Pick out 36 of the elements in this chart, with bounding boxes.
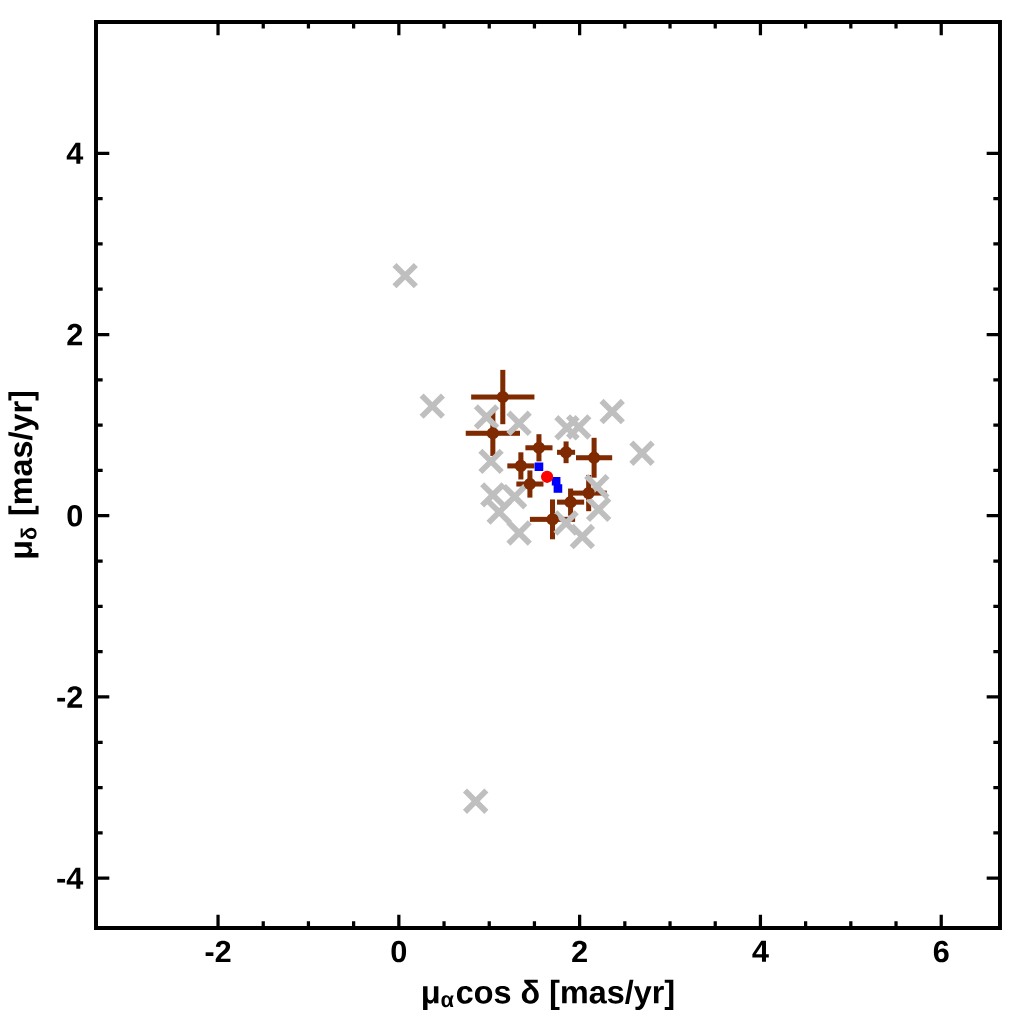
point (485, 498, 513, 526)
point (546, 513, 559, 526)
x-tick-label: 6 (933, 940, 949, 963)
point (462, 787, 490, 815)
point (486, 427, 499, 440)
point (505, 519, 533, 547)
point (534, 462, 544, 472)
point (505, 409, 533, 437)
y-tick-label: 2 (67, 323, 83, 346)
point (628, 439, 656, 467)
x-tick-label: -2 (205, 940, 231, 963)
point (496, 390, 509, 404)
x-tick-label: 0 (391, 940, 407, 963)
point (568, 523, 596, 551)
point (564, 496, 577, 509)
point (532, 441, 546, 454)
point (477, 447, 505, 475)
point (514, 459, 527, 473)
x-tick-label: 2 (572, 940, 587, 963)
point (553, 484, 563, 493)
x-tick-label: 4 (752, 940, 769, 962)
point (553, 414, 581, 442)
point (587, 451, 601, 464)
point (598, 397, 626, 426)
y-tick-label: -4 (57, 867, 84, 889)
y-tick-label: 4 (66, 142, 84, 164)
point (523, 477, 537, 491)
y-tick-label: -2 (57, 686, 83, 708)
point (565, 413, 593, 441)
y-axis-title: μ$_{δ}$ [mas/yr] (8, 391, 39, 558)
point (391, 262, 419, 290)
point (582, 486, 595, 500)
point (540, 470, 554, 483)
x-axis-title: μ$_{α}$cos δ [mas/yr] (423, 979, 674, 1011)
y-tick-label: 0 (67, 504, 83, 527)
point (418, 392, 446, 420)
